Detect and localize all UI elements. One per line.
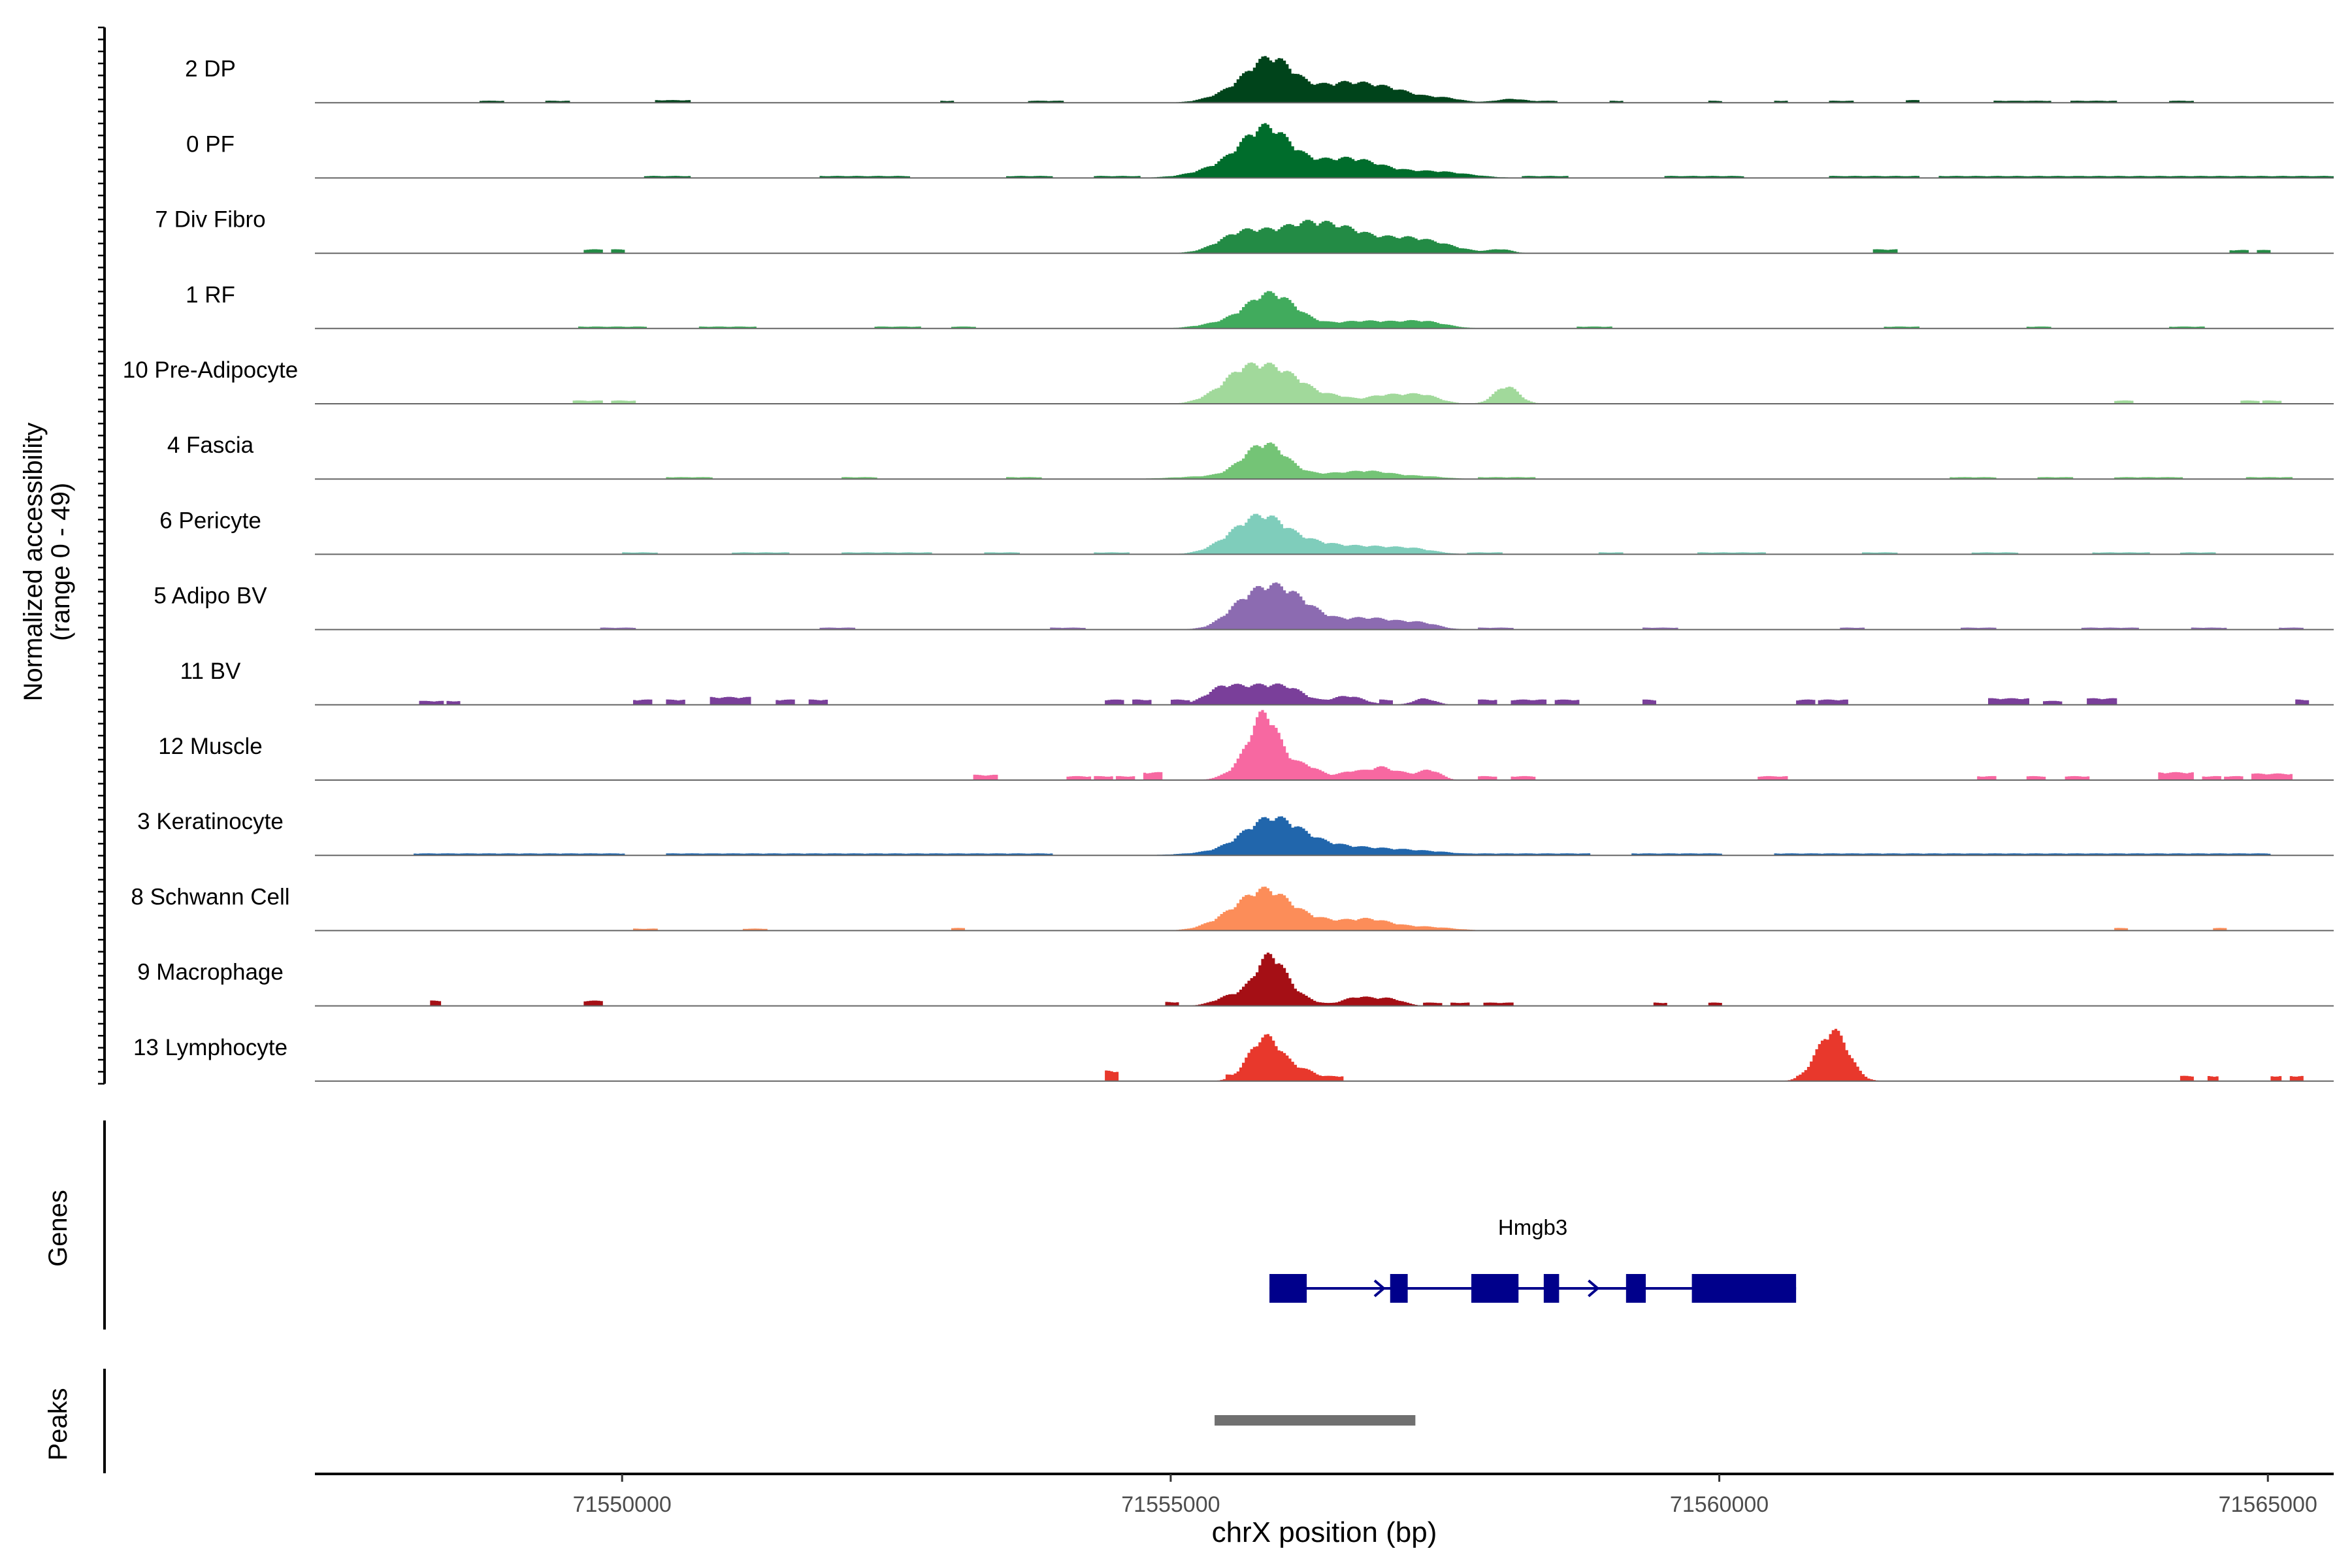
x-tick-label: 71565000	[2219, 1492, 2317, 1517]
coverage-track: 13 Lymphocyte	[133, 1028, 2334, 1082]
gene-exon	[1543, 1274, 1560, 1303]
x-tick-label: 71555000	[1121, 1492, 1220, 1517]
x-axis: 71550000 71555000 71560000 71565000	[315, 1473, 2334, 1517]
peaks-track-label: Peaks	[44, 1388, 73, 1460]
coverage-area	[315, 514, 2334, 555]
track-label: 12 Muscle	[158, 734, 263, 759]
coverage-area	[315, 683, 2334, 705]
track-label: 0 PF	[186, 131, 235, 157]
gene-exon	[1691, 1274, 1797, 1303]
gene-exon	[1625, 1274, 1646, 1303]
coverage-track: 3 Keratinocyte	[137, 809, 2334, 857]
coverage-track: 2 DP	[185, 56, 2334, 104]
coverage-tracks: 2 DP 0 PF 7 Div Fibro 1 RF 10 Pre-Adipocyte 4…	[123, 56, 2334, 1082]
x-axis-title: chrX position (bp)	[1212, 1516, 1437, 1548]
peak-track	[103, 1369, 1416, 1473]
gene-exon	[1269, 1274, 1307, 1303]
coverage-area	[315, 362, 2334, 404]
coverage-area	[315, 816, 2334, 856]
coverage-track: 12 Muscle	[158, 710, 2334, 781]
track-label: 3 Keratinocyte	[137, 809, 284, 834]
coverage-area	[315, 887, 2334, 931]
track-label: 8 Schwann Cell	[131, 884, 289, 909]
coverage-track: 8 Schwann Cell	[131, 884, 2334, 932]
coverage-track: 10 Pre-Adipocyte	[123, 357, 2334, 404]
gene-exon	[1471, 1274, 1519, 1303]
track-label: 4 Fascia	[167, 433, 254, 458]
track-label: 11 BV	[180, 659, 241, 684]
coverage-area	[315, 710, 2334, 780]
peak-region	[1215, 1415, 1416, 1426]
coverage-track: 7 Div Fibro	[155, 207, 2334, 254]
y-axis-title-line2: (range 0 - 49)	[46, 483, 75, 641]
coverage-track: 4 Fascia	[167, 433, 2334, 480]
track-label: 5 Adipo BV	[154, 583, 267, 609]
y-axis	[98, 26, 106, 1085]
track-label: 10 Pre-Adipocyte	[123, 357, 298, 383]
gene-name: Hmgb3	[1498, 1215, 1567, 1239]
strand-arrow	[1373, 1279, 1386, 1298]
coverage-track: 0 PF	[186, 123, 2334, 179]
gene-exon	[1390, 1274, 1408, 1303]
track-label: 2 DP	[185, 56, 236, 82]
x-tick-label: 71550000	[573, 1492, 672, 1517]
x-tick-label: 71560000	[1670, 1492, 1769, 1517]
coverage-track: 11 BV	[180, 659, 2334, 706]
track-label: 6 Pericyte	[159, 508, 261, 533]
coverage-area	[315, 291, 2334, 329]
track-label: 13 Lymphocyte	[133, 1035, 287, 1060]
coverage-area	[315, 123, 2334, 178]
coverage-area	[315, 220, 2334, 253]
coverage-area	[315, 953, 2334, 1006]
strand-arrow	[1588, 1279, 1600, 1298]
track-label: 9 Macrophage	[137, 960, 284, 985]
genes-track-label: Genes	[44, 1190, 73, 1267]
coverage-area	[315, 56, 2334, 103]
coverage-track: 1 RF	[186, 282, 2334, 329]
gene-model: Hmgb3	[1269, 1215, 1797, 1303]
coverage-track: 6 Pericyte	[159, 508, 2334, 555]
gene-track: Hmgb3	[103, 1120, 1797, 1330]
coverage-track: 5 Adipo BV	[154, 582, 2334, 630]
coverage-area	[315, 582, 2334, 630]
track-label: 7 Div Fibro	[155, 207, 265, 233]
coverage-track: 9 Macrophage	[137, 953, 2334, 1007]
coverage-area	[315, 442, 2334, 480]
y-axis-title-line1: Normalized accessibility	[19, 423, 48, 702]
coverage-area	[315, 1028, 2334, 1081]
track-label: 1 RF	[186, 282, 235, 308]
